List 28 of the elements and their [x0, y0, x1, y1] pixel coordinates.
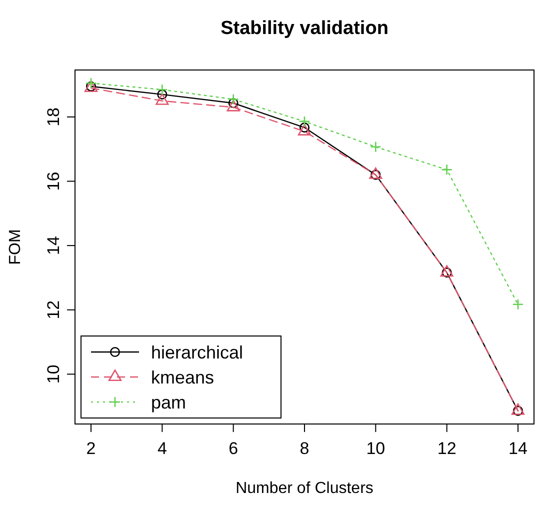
x-axis-title: Number of Clusters [236, 480, 374, 497]
legend-label: hierarchical [151, 342, 244, 362]
x-tick-label: 12 [437, 439, 456, 458]
chart-title: Stability validation [220, 18, 388, 39]
point [299, 122, 310, 133]
y-tick-label: 12 [44, 300, 63, 320]
x-tick-label: 14 [508, 439, 528, 458]
y-tick-label: 18 [44, 107, 63, 126]
x-tick-label: 8 [300, 439, 310, 458]
x-tick-label: 2 [86, 439, 96, 458]
y-tick-label: 16 [44, 172, 63, 191]
point [441, 164, 452, 176]
x-tick-label: 10 [366, 439, 386, 458]
point [85, 78, 97, 89]
y-tick-label: 10 [44, 364, 63, 384]
point [370, 141, 382, 152]
y-axis-title: FOM [7, 229, 24, 265]
y-tick-label: 14 [44, 236, 63, 256]
point [512, 298, 524, 310]
point [298, 116, 310, 128]
point [156, 84, 168, 96]
legend-label: pam [151, 392, 186, 412]
point [440, 265, 454, 277]
x-tick-label: 4 [157, 439, 167, 458]
point [512, 406, 524, 416]
point [228, 94, 239, 105]
legend-label: kmeans [151, 367, 214, 388]
x-tick-label: 6 [228, 439, 238, 458]
